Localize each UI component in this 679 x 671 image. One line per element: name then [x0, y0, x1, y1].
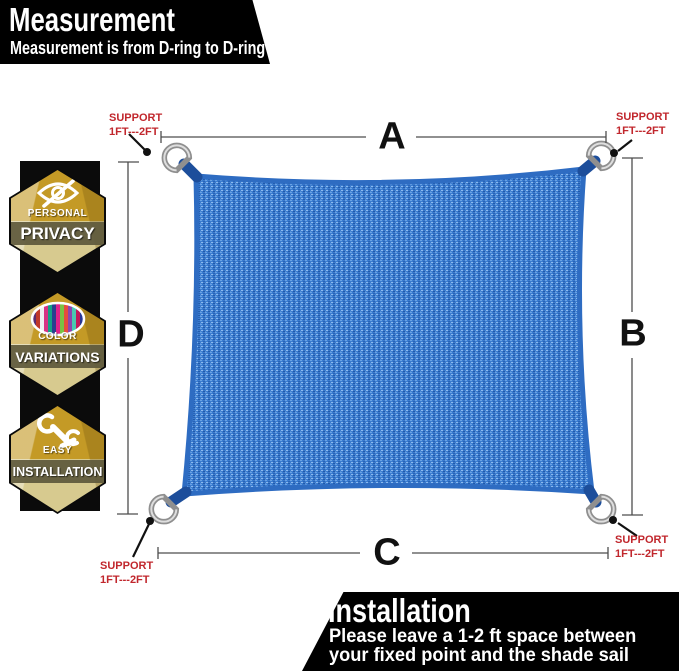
support-note-line1: SUPPORT [615, 534, 669, 546]
measurement-banner: Measurement Measurement is from D-ring t… [0, 0, 270, 64]
sail-fabric [181, 166, 595, 497]
support-note-line2: 1FT---2FT [100, 573, 150, 586]
support-note-line1: SUPPORT [616, 111, 670, 123]
tools-icon [11, 413, 104, 451]
color-stripes-icon [11, 300, 104, 338]
badge-main-label: PRIVACY [11, 222, 104, 246]
badge-personal-privacy: PERSONAL PRIVACY [9, 168, 106, 274]
dimension-label-b: B [619, 312, 647, 355]
badge-main-label: VARIATIONS [11, 345, 104, 369]
badge-hexagon: COLOR VARIATIONS [11, 293, 104, 395]
badge-color-variations: COLOR VARIATIONS [9, 291, 106, 397]
installation-banner: Installation Please leave a 1-2 ft space… [302, 592, 679, 671]
d-ring-top-left [161, 142, 193, 174]
measurement-banner-title: Measurement [9, 1, 175, 38]
dimension-label-c: C [373, 531, 401, 574]
badge-top-label: PERSONAL [27, 207, 88, 219]
badge-main-label: INSTALLATION [11, 460, 104, 484]
support-note-top-right: SUPPORT 1FT---2FT [616, 111, 669, 139]
badge-hexagon: EASY INSTALLATION [11, 406, 104, 512]
support-note-bottom-left: SUPPORT 1FT---2FT [100, 560, 153, 588]
badge-easy-installation: EASY INSTALLATION [9, 404, 106, 514]
support-note-top-left: SUPPORT 1FT---2FT [109, 112, 162, 140]
support-note-line2: 1FT---2FT [616, 124, 666, 137]
support-note-line2: 1FT---2FT [615, 547, 665, 560]
support-note-bottom-right: SUPPORT 1FT---2FT [615, 534, 668, 562]
badge-top-label: EASY [42, 445, 73, 457]
badge-top-label: COLOR [38, 330, 77, 342]
d-ring-top-right [585, 140, 617, 172]
dimension-lines [117, 131, 643, 559]
support-arrow-dots [143, 148, 618, 525]
badge-hexagon: PERSONAL PRIVACY [11, 170, 104, 272]
support-note-line1: SUPPORT [109, 112, 163, 124]
dimension-label-d: D [117, 313, 145, 356]
measurement-banner-subtitle: Measurement is from D-ring to D-ring [10, 38, 266, 58]
support-arrows [128, 133, 638, 558]
d-ring-bottom-left [148, 493, 180, 525]
dimension-label-a: A [378, 115, 406, 158]
support-note-line2: 1FT---2FT [109, 125, 159, 138]
support-note-line1: SUPPORT [100, 560, 154, 572]
installation-banner-title: Installation [328, 592, 471, 629]
d-rings [148, 140, 617, 525]
installation-banner-subtitle: Please leave a 1-2 ft space between your… [329, 626, 637, 666]
eye-off-icon [11, 177, 104, 209]
